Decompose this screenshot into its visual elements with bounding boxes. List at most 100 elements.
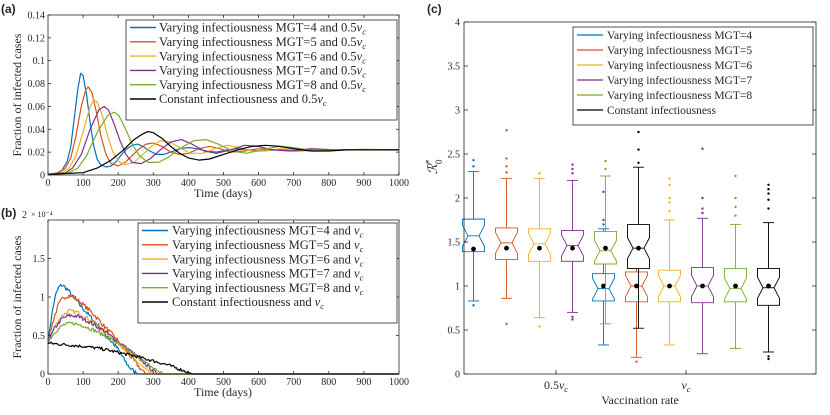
panel-a-y-tick-label: 0.08 xyxy=(28,79,46,90)
panel-b-x-ticks: 0 100 200 300 400 500 600 700 800 900 1000 xyxy=(46,220,409,388)
panel-c-box-4-1-outlier-1 xyxy=(734,205,737,208)
panel-b-legend-entry-5: Constant infectiousness and vc xyxy=(172,295,324,311)
panel-b-legend-entry-3: Varying infectiousness MGT=7 and vc xyxy=(172,267,364,283)
panel-c-box-3-0-outlier-3 xyxy=(571,167,574,171)
panel-c-box-3-1-outlier-2 xyxy=(701,196,704,200)
panel-b-x-tick-label: 900 xyxy=(356,377,371,388)
panel-a-x-ticks: 0 100 200 300 400 500 600 700 800 900 1000 xyxy=(46,15,409,189)
panel-c-box-5-1-outlier-6 xyxy=(767,183,770,186)
panel-c-x-groups: 0.5vc vc xyxy=(544,370,691,394)
panel-a-y-tick-label: 0.04 xyxy=(28,125,46,136)
panel-c-y-tick-label: 0 xyxy=(455,370,460,381)
panel-b-y-tick-label: 0.5 xyxy=(33,331,46,342)
legend-entry-prefix: Varying infectiousness MGT=8 and xyxy=(172,281,354,295)
panel-c-y-tick-label: 2.5 xyxy=(448,150,461,161)
panel-b-y-multiplier: × 10⁻⁴ xyxy=(31,210,53,219)
legend-entry-subscript: c xyxy=(360,273,364,283)
panel-c-box-5-0-outlier-0 xyxy=(637,161,640,164)
legend-entry-symbol: v xyxy=(357,64,363,78)
legend-entry-prefix: Varying infectiousness MGT=7 and 0.5 xyxy=(159,64,357,78)
legend-entry-symbol: v xyxy=(354,281,360,295)
legend-entry-prefix: Varying infectiousness MGT=5 and 0.5 xyxy=(159,35,357,49)
panel-b-legend-entry-2: Varying infectiousness MGT=6 and vc xyxy=(172,252,364,268)
panel-c-box-1-0-outlier-0 xyxy=(505,322,508,326)
panel-a-x-tick-label: 700 xyxy=(286,178,301,189)
panel-b-y-label: Fraction of infected cases xyxy=(10,235,24,358)
panel-c-box-4-1-outlier-3 xyxy=(734,174,737,178)
panel-b-x-tick-label: 1000 xyxy=(389,377,409,388)
panel-c-box-2-0-mean xyxy=(537,245,542,251)
panel-a-x-tick-label: 0 xyxy=(46,178,51,189)
panel-b-x-tick-label: 700 xyxy=(286,377,301,388)
legend-entry-symbol: v xyxy=(357,21,363,35)
panel-b-y-tick-label: 0 xyxy=(40,370,45,381)
panel-b-x-tick-label: 200 xyxy=(111,377,126,388)
panel-b-y-tick-label: 1.5 xyxy=(33,254,46,265)
panel-a-x-tick-label: 800 xyxy=(321,178,336,189)
panel-c-box-2-1-outlier-1 xyxy=(668,201,671,204)
legend-entry-subscript: c xyxy=(320,301,324,311)
panel-a-series-line-0 xyxy=(47,72,399,175)
panel-c-y-label-sub: 0 xyxy=(434,159,444,164)
panel-a-x-label: Time (days) xyxy=(194,186,252,200)
legend-entry-prefix: Varying infectiousness MGT=6 and xyxy=(172,252,354,266)
panel-c-legend-entry-3: Varying infectiousness MGT=7 xyxy=(607,75,752,87)
panel-c-box-3-0-mean xyxy=(570,245,575,251)
panel-c-box-5-0-outlier-1 xyxy=(637,148,640,151)
panel-a-series-line-3 xyxy=(47,105,399,175)
legend-entry-prefix: Varying infectiousness MGT=5 and xyxy=(172,238,354,252)
panel-a-label: (a) xyxy=(1,2,16,16)
panel-c-box-0-1-outlier-0 xyxy=(602,223,605,226)
legend-entry-prefix: Constant infectiousness and xyxy=(172,295,315,309)
panel-b-legend-entry-0: Varying infectiousness MGT=4 and vc xyxy=(172,224,364,240)
panel-c-box-2-1-outlier-0 xyxy=(668,210,671,213)
group-label-symbol: v xyxy=(559,378,565,392)
panel-c-y-tick-label: 2 xyxy=(455,194,460,205)
panel-c-legend-entry-4: Varying infectiousness MGT=8 xyxy=(607,90,752,102)
panel-c-box-2-0-box xyxy=(528,228,551,262)
legend-entry-subscript: c xyxy=(360,258,364,268)
panel-a-x-tick-label: 200 xyxy=(111,178,126,189)
panel-c-legend-entry-1: Varying infectiousness MGT=5 xyxy=(607,45,752,57)
panel-b: (b) 2 × 10⁻⁴ 0 100 200 300 400 500 600 700 800 90… xyxy=(1,206,409,399)
panel-a-legend-items: Varying infectiousness MGT=4 and 0.5vcVa… xyxy=(130,21,366,108)
panel-b-legend-box xyxy=(137,222,398,324)
legend-entry-symbol: v xyxy=(357,35,363,49)
panel-a-y-tick-label: 0.1 xyxy=(33,56,46,67)
legend-entry-subscript: c xyxy=(362,55,366,65)
legend-entry-prefix: Varying infectiousness MGT=6 and 0.5 xyxy=(159,49,357,63)
panel-c-box-0-1-outlier-1 xyxy=(602,218,605,222)
panel-a-legend-entry-5: Constant infectiousness and 0.5vc xyxy=(159,92,327,108)
legend-entry-symbol: v xyxy=(354,267,360,281)
panel-c-box-1-0-mean xyxy=(504,245,509,251)
panel-c-box-0-0-outlier-1 xyxy=(472,165,475,168)
panel-b-x-label: Time (days) xyxy=(194,385,252,399)
legend-entry-subscript: c xyxy=(362,84,366,94)
panel-c-box-1-0-outlier-2 xyxy=(505,165,508,168)
panel-c-y-tick-label: 3 xyxy=(455,106,460,117)
legend-entry-subscript: c xyxy=(360,230,364,240)
panel-a-series-line-1 xyxy=(47,86,399,175)
legend-entry-symbol: v xyxy=(354,224,360,238)
panel-b-legend-entry-4: Varying infectiousness MGT=8 and vc xyxy=(172,281,364,297)
panel-c-box-5-1-outlier-0 xyxy=(767,357,770,361)
panel-c-box-0-1-outlier-2 xyxy=(602,190,605,194)
panel-a-x-tick-label: 600 xyxy=(251,178,266,189)
panel-b-legend-entry-1: Varying infectiousness MGT=5 and vc xyxy=(172,238,364,254)
panel-c-box-2-1-outlier-3 xyxy=(668,183,671,186)
panel-c-box-5-1-outlier-1 xyxy=(767,355,770,358)
panel-a-series xyxy=(47,72,400,175)
panel-c-box-4-0-mean xyxy=(603,245,608,251)
group-label-symbol: v xyxy=(681,378,687,392)
panel-c: (c) 00.511.522.533.54 0.5vc vc Vaccinatio… xyxy=(424,2,817,407)
panel-c-legend-entry-0: Varying infectiousness MGT=4 xyxy=(607,30,752,42)
panel-c-box-2-0-outlier-0 xyxy=(538,325,541,328)
panel-c-box-5-1-outlier-4 xyxy=(767,192,770,195)
panel-b-y-ticks: 0 0.5 1 1.5 xyxy=(33,254,399,381)
panel-c-box-3-0-outlier-0 xyxy=(571,318,574,321)
panel-a-legend-box xyxy=(125,19,398,121)
panel-c-box-3-1-mean xyxy=(700,283,705,289)
panel-c-boxes xyxy=(462,129,780,363)
panel-c-box-5-1-outlier-3 xyxy=(767,198,770,201)
